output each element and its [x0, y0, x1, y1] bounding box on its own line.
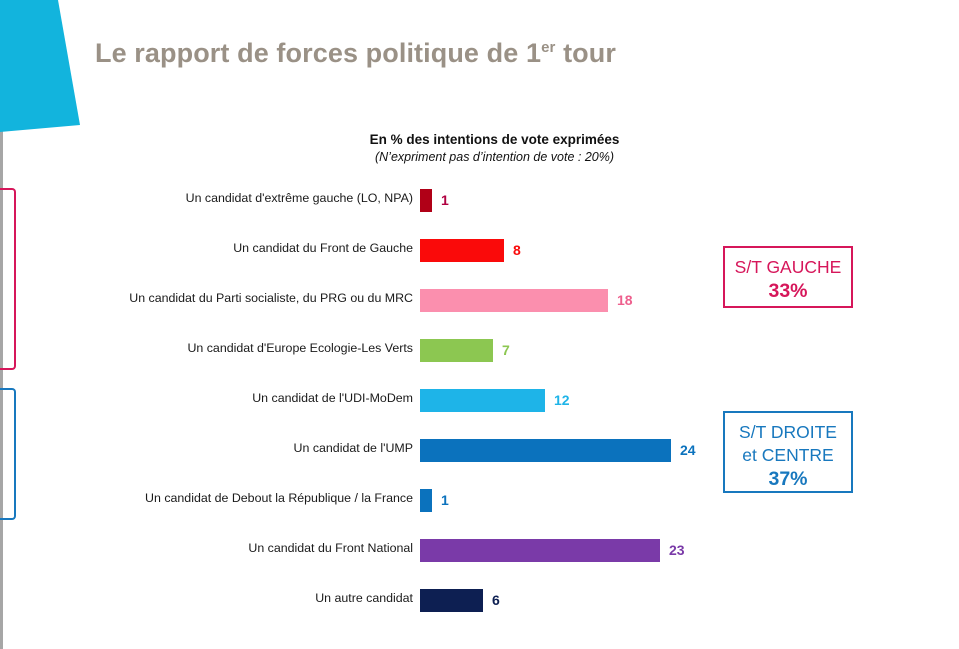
corner-decoration-shape — [0, 0, 80, 132]
bar-chart-plot: Un candidat d'extrême gauche (LO, NPA) 1 U… — [0, 186, 959, 626]
bar-row: Un candidat d'extrême gauche (LO, NPA) 1 — [0, 186, 959, 236]
bar — [420, 189, 432, 212]
callout-line-1: S/T DROITE — [739, 422, 837, 442]
bar-category-label: Un candidat d'Europe Ecologie-Les Verts — [187, 341, 413, 355]
group-callout-droite-centre: S/T DROITE et CENTRE 37% — [723, 411, 853, 493]
bar-category-label: Un candidat de l'UDI-MoDem — [252, 391, 413, 405]
bar — [420, 589, 483, 612]
bar-category-label: Un candidat du Front National — [248, 541, 413, 555]
bar-value-label: 12 — [554, 392, 570, 408]
bar — [420, 489, 432, 512]
page-title-tail: tour — [555, 38, 616, 68]
bar-row: Un candidat d'Europe Ecologie-Les Verts 7 — [0, 336, 959, 386]
callout-line-1: S/T GAUCHE — [734, 257, 842, 277]
bar-value-label: 7 — [502, 342, 510, 358]
chart-subnote: (N’expriment pas d’intention de vote : 2… — [374, 150, 614, 164]
bar-category-label: Un autre candidat — [315, 591, 413, 605]
bar — [420, 289, 608, 312]
bar-value-label: 1 — [441, 492, 449, 508]
bar-value-label: 24 — [680, 442, 696, 458]
bar — [420, 539, 660, 562]
chart-subtitle: En % des intentions de vote exprimées — [369, 132, 620, 147]
bar-value-label: 18 — [617, 292, 633, 308]
bar-category-label: Un candidat de l'UMP — [293, 441, 413, 455]
bar-row: Un candidat du Parti socialiste, du PRG … — [0, 286, 959, 336]
group-bracket-gauche — [0, 188, 16, 370]
bar — [420, 439, 671, 462]
page-title-main: Le rapport de forces politique de 1 — [95, 38, 542, 68]
bar-value-label: 8 — [513, 242, 521, 258]
slide-left-rule — [0, 0, 3, 649]
group-callout-gauche: S/T GAUCHE 33% — [723, 246, 853, 308]
bar-row: Un autre candidat 6 — [0, 586, 959, 636]
bar-row: Un candidat du Front de Gauche 8 — [0, 236, 959, 286]
bar-row: Un candidat de Debout la République / la… — [0, 486, 959, 536]
bar-category-label: Un candidat d'extrême gauche (LO, NPA) — [185, 191, 413, 205]
corner-polygon — [0, 0, 80, 132]
callout-percentage: 33% — [768, 280, 808, 302]
bar-row: Un candidat de l'UDI-MoDem 12 — [0, 386, 959, 436]
group-bracket-droite-centre — [0, 388, 16, 520]
bar-value-label: 6 — [492, 592, 500, 608]
bar-row: Un candidat de l'UMP 24 — [0, 436, 959, 486]
bar-row: Un candidat du Front National 23 — [0, 536, 959, 586]
bar-category-label: Un candidat du Front de Gauche — [233, 241, 413, 255]
callout-percentage: 37% — [768, 468, 808, 490]
bar-value-label: 23 — [669, 542, 685, 558]
page-title-superscript: er — [541, 39, 556, 56]
bar — [420, 389, 545, 412]
bar-value-label: 1 — [441, 192, 449, 208]
callout-line-2: et CENTRE — [742, 445, 834, 465]
bar-category-label: Un candidat de Debout la République / la… — [145, 491, 413, 505]
page-title: Le rapport de forces politique de 1er to… — [95, 38, 616, 69]
bar — [420, 339, 493, 362]
bar-category-label: Un candidat du Parti socialiste, du PRG … — [129, 291, 413, 305]
bar — [420, 239, 504, 262]
